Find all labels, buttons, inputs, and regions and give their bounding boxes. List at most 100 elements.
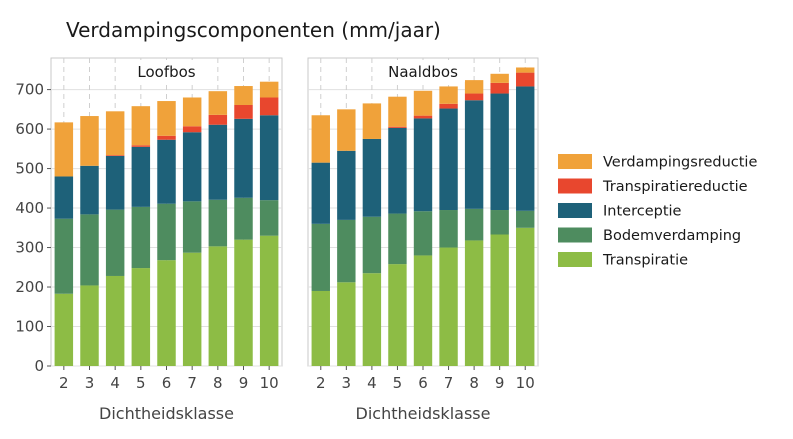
bar-segment-transpiratie bbox=[54, 293, 74, 366]
bar-segment-transpiratie bbox=[388, 264, 407, 366]
bar-segment-transpiratie bbox=[490, 234, 509, 366]
bar-segment-bodemverdamping bbox=[157, 203, 176, 261]
bar-segment-interceptie bbox=[388, 127, 407, 214]
bar-segment-bodemverdamping bbox=[362, 216, 382, 274]
bar-segment-bodemverdamping bbox=[388, 213, 407, 265]
legend-item: Transpiratiereductie bbox=[558, 178, 748, 195]
chart-title: Verdampingscomponenten (mm/jaar) bbox=[66, 18, 441, 42]
x-tick-label: 4 bbox=[367, 374, 377, 392]
x-tick-label: 6 bbox=[162, 374, 172, 392]
legend-label: Transpiratie bbox=[602, 253, 688, 269]
bar-segment-verdampingsreductie bbox=[439, 86, 458, 104]
x-tick-label: 8 bbox=[469, 374, 479, 392]
legend-label: Transpiratiereductie bbox=[602, 179, 748, 195]
x-tick-label: 6 bbox=[418, 374, 428, 392]
bar-segment-transpiratie bbox=[80, 285, 99, 366]
bar-segment-transpiratie bbox=[516, 227, 535, 366]
x-tick-label: 8 bbox=[213, 374, 223, 392]
bar-segment-verdampingsreductie bbox=[182, 97, 202, 127]
x-tick-label: 5 bbox=[136, 374, 146, 392]
legend-swatch bbox=[558, 227, 592, 243]
bar-segment-bodemverdamping bbox=[182, 201, 202, 253]
y-tick-label: 400 bbox=[15, 199, 44, 217]
bar-segment-interceptie bbox=[311, 162, 330, 224]
bar-segment-bodemverdamping bbox=[54, 218, 74, 294]
bar-segment-verdampingsreductie bbox=[311, 115, 330, 163]
x-tick-label: 2 bbox=[316, 374, 326, 392]
bar-segment-transpiratie bbox=[182, 252, 202, 366]
bar-segment-transpiratiereductie bbox=[131, 145, 151, 147]
bar-segment-transpiratiereductie bbox=[490, 82, 509, 94]
legend-label: Interceptie bbox=[603, 204, 682, 220]
bar-segment-transpiratiereductie bbox=[157, 135, 176, 140]
legend-swatch bbox=[558, 154, 592, 169]
legend-swatch bbox=[558, 203, 592, 218]
bar-segment-interceptie bbox=[131, 146, 151, 207]
facet-label: Naaldbos bbox=[388, 63, 458, 81]
bar-segment-bodemverdamping bbox=[80, 214, 99, 286]
x-tick-label: 9 bbox=[495, 374, 505, 392]
bar-segment-verdampingsreductie bbox=[413, 90, 433, 116]
bar-segment-bodemverdamping bbox=[464, 208, 484, 241]
bar-segment-bodemverdamping bbox=[208, 199, 228, 247]
bar-segment-transpiratie bbox=[464, 240, 484, 366]
legend-item: Bodemverdamping bbox=[558, 227, 741, 244]
bar-segment-interceptie bbox=[182, 132, 202, 202]
bar-segment-interceptie bbox=[362, 138, 382, 217]
x-tick-label: 7 bbox=[444, 374, 454, 392]
bar-segment-transpiratie bbox=[413, 255, 433, 366]
bar-segment-transpiratie bbox=[337, 282, 356, 366]
bar-segment-verdampingsreductie bbox=[157, 101, 176, 136]
bar-segment-interceptie bbox=[516, 86, 535, 211]
legend-label: Verdampingsreductie bbox=[603, 155, 757, 171]
bar-segment-transpiratie bbox=[208, 246, 228, 366]
bar-segment-transpiratiereductie bbox=[464, 93, 484, 101]
bar-segment-transpiratie bbox=[311, 290, 330, 366]
bar-segment-bodemverdamping bbox=[337, 219, 356, 283]
legend-swatch bbox=[558, 252, 592, 267]
bar-segment-interceptie bbox=[259, 115, 279, 201]
x-tick-label: 9 bbox=[239, 374, 249, 392]
bar-segment-interceptie bbox=[157, 139, 176, 204]
x-tick-label: 5 bbox=[393, 374, 403, 392]
y-tick-label: 600 bbox=[15, 120, 44, 138]
x-tick-label: 3 bbox=[85, 374, 95, 392]
bar-segment-interceptie bbox=[208, 124, 228, 200]
bar-segment-verdampingsreductie bbox=[464, 80, 484, 94]
bar-segment-bodemverdamping bbox=[311, 223, 330, 291]
bar-segment-interceptie bbox=[439, 108, 458, 211]
legend-swatch bbox=[558, 178, 592, 194]
facet-label-bg bbox=[124, 60, 209, 82]
x-tick-label: 10 bbox=[260, 374, 279, 392]
bar-segment-verdampingsreductie bbox=[516, 67, 535, 73]
bar-segment-verdampingsreductie bbox=[208, 91, 228, 115]
bar-segment-interceptie bbox=[234, 118, 253, 198]
bar-segment-transpiratiereductie bbox=[516, 72, 535, 87]
x-tick-label: 2 bbox=[59, 374, 69, 392]
bar-segment-verdampingsreductie bbox=[362, 103, 382, 139]
bar-segment-interceptie bbox=[413, 118, 433, 212]
x-axis-label: Dichtheidsklasse bbox=[99, 404, 234, 423]
y-tick-label: 500 bbox=[15, 160, 44, 178]
legend-item: Verdampingsreductie bbox=[558, 154, 757, 171]
y-tick-label: 700 bbox=[15, 81, 44, 99]
bar-segment-transpiratie bbox=[362, 273, 382, 366]
bar-segment-transpiratiereductie bbox=[413, 115, 433, 119]
bar-segment-bodemverdamping bbox=[131, 206, 151, 269]
bar-segment-transpiratiereductie bbox=[105, 155, 125, 156]
bar-segment-transpiratiereductie bbox=[208, 114, 228, 125]
bar-segment-interceptie bbox=[490, 93, 509, 211]
bar-segment-verdampingsreductie bbox=[337, 109, 356, 151]
bar-segment-verdampingsreductie bbox=[54, 122, 74, 177]
bar-segment-bodemverdamping bbox=[259, 200, 279, 236]
y-tick-label: 200 bbox=[15, 278, 44, 296]
panel-naaldbos: Naaldbos 2 3 4 5 6 7 8 9 10 Dichtheidsklasse bbox=[307, 57, 539, 423]
bar-segment-transpiratiereductie bbox=[259, 97, 279, 116]
legend-label: Bodemverdamping bbox=[603, 228, 741, 244]
bar-segment-verdampingsreductie bbox=[388, 96, 407, 127]
bar-segment-transpiratie bbox=[131, 268, 151, 366]
bar-segment-transpiratiereductie bbox=[182, 126, 202, 133]
bar-segment-interceptie bbox=[337, 150, 356, 220]
